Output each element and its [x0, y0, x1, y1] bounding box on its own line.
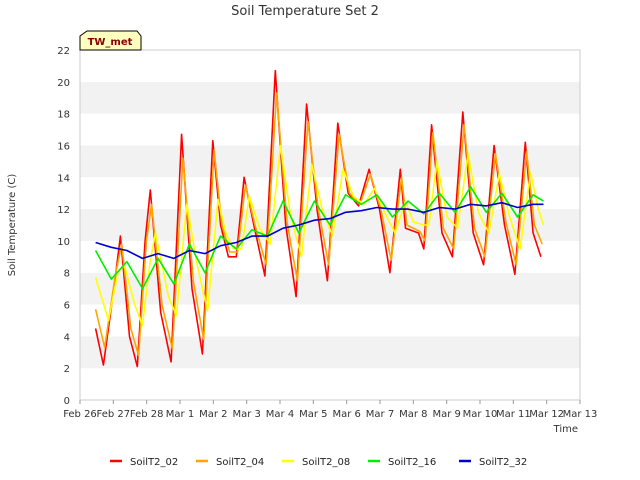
x-axis-ticks: Feb 26 Feb 27 Feb 28 Mar 1 Mar 2 Mar 3 Mar 4 Ma…	[63, 400, 597, 420]
x-tick-label: Mar 8	[399, 409, 427, 420]
series-line-soilt2-32	[95, 201, 544, 260]
legend-label: SoilT2_02	[130, 457, 178, 468]
x-tick-label: Mar 13	[563, 409, 598, 420]
legend-label: SoilT2_32	[479, 457, 527, 468]
x-tick-label: Mar 7	[366, 409, 394, 420]
legend-label: SoilT2_08	[302, 457, 350, 468]
chart-title: Soil Temperature Set 2	[231, 4, 379, 19]
y-tick-label: 18	[57, 110, 70, 121]
grid-band	[80, 113, 580, 146]
grid-band	[80, 368, 580, 400]
y-tick-label: 2	[64, 364, 70, 375]
y-tick-label: 10	[57, 237, 70, 248]
series-line-soilt2-16	[94, 186, 544, 290]
y-tick-label: 20	[57, 78, 70, 89]
y-tick-label: 6	[64, 301, 70, 312]
legend: SoilT2_02 SoilT2_04 SoilT2_08 SoilT2_16 Soil…	[110, 457, 527, 468]
x-axis-title: Time	[553, 424, 578, 435]
badge-label: TW_met	[88, 37, 133, 48]
x-tick-label: Mar 9	[432, 409, 460, 420]
y-tick-label: 8	[64, 269, 70, 280]
y-axis-ticks: 0 2 4 6 8 10 12 14 16 18 20 22	[57, 46, 70, 407]
x-tick-label: Mar 3	[232, 409, 260, 420]
series-line-soilt2-04	[94, 92, 543, 357]
tw-met-badge: TW_met	[79, 30, 142, 51]
y-axis-title: Soil Temperature (C)	[7, 174, 18, 277]
legend-label: SoilT2_16	[388, 457, 436, 468]
x-tick-label: Mar 10	[463, 409, 498, 420]
y-tick-label: 0	[64, 396, 70, 407]
series-lines	[94, 69, 545, 368]
x-tick-label: Mar 12	[529, 409, 564, 420]
series-line-soilt2-08	[94, 144, 545, 327]
x-tick-label: Feb 26	[63, 409, 97, 420]
y-tick-label: 16	[57, 141, 70, 152]
grid-band	[80, 50, 580, 82]
x-tick-label: Mar 11	[496, 409, 531, 420]
x-tick-label: Mar 5	[299, 409, 327, 420]
x-tick-label: Mar 6	[332, 409, 360, 420]
x-tick-label: Mar 4	[266, 409, 294, 420]
grid-band	[80, 304, 580, 337]
x-tick-label: Feb 27	[97, 409, 131, 420]
y-tick-label: 22	[57, 46, 70, 57]
plot-area-frame	[79, 49, 581, 401]
y-tick-label: 14	[57, 173, 70, 184]
grid-band	[80, 81, 580, 114]
x-tick-label: Mar 2	[199, 409, 227, 420]
x-tick-label: Mar 1	[166, 409, 194, 420]
legend-label: SoilT2_04	[216, 457, 264, 468]
grid-band	[80, 272, 580, 305]
y-tick-label: 4	[64, 332, 70, 343]
y-tick-label: 12	[57, 205, 70, 216]
badge-shape	[79, 30, 142, 51]
grid-band	[80, 336, 580, 369]
x-tick-label: Feb 28	[130, 409, 164, 420]
grid-band	[80, 145, 580, 178]
